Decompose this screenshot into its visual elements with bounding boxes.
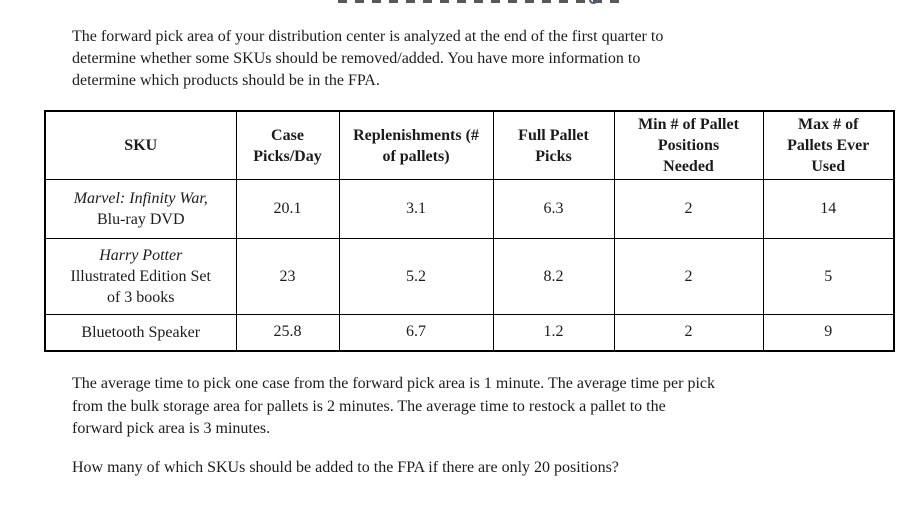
cell-full-pallet-picks: 8.2: [492, 238, 615, 315]
sku-name: Illustrated Edition Set: [70, 268, 211, 285]
cell-max-pallets-used: 9: [762, 314, 895, 351]
table-row: Bluetooth Speaker 25.8 6.7 1.2 2 9: [44, 314, 895, 351]
timing-line: from the bulk storage area for pallets i…: [72, 397, 666, 415]
clipped-heading-remnant: [338, 0, 622, 3]
cell-case-picks: 23: [235, 238, 340, 315]
cell-max-pallets-used: 5: [762, 238, 895, 315]
timing-line: forward pick area is 3 minutes.: [72, 420, 271, 437]
intro-paragraph: The forward pick area of your distributi…: [72, 26, 663, 92]
timing-paragraph: The average time to pick one case from t…: [72, 373, 715, 441]
intro-line: determine which products should be in th…: [72, 72, 380, 89]
column-header-full-pallet-picks: Full Pallet Picks: [492, 110, 615, 180]
column-header-replenishments: Replenishments (# of pallets): [338, 110, 494, 180]
cell-case-picks: 25.8: [235, 314, 340, 351]
clipped-heading-glyph: [589, 0, 598, 4]
column-header-min-pallet-positions: Min # of Pallet Positions Needed: [613, 110, 764, 180]
cell-sku: Bluetooth Speaker: [44, 314, 237, 351]
cell-full-pallet-picks: 6.3: [492, 179, 615, 239]
table-header-row: SKU Case Picks/Day Replenishments (# of …: [44, 110, 895, 180]
intro-line: The forward pick area of your distributi…: [72, 28, 664, 45]
sku-name: Bluetooth Speaker: [81, 323, 201, 341]
table-row: Harry Potter Illustrated Edition Set of …: [44, 238, 895, 315]
question-paragraph: How many of which SKUs should be added t…: [72, 457, 619, 479]
cell-min-pallet-positions: 2: [613, 314, 764, 351]
sku-name-italic: Marvel: Infinity War,: [73, 190, 208, 207]
question-text: How many of which SKUs should be added t…: [72, 459, 619, 476]
cell-case-picks: 20.1: [235, 179, 340, 239]
column-header-max-pallets-used: Max # of Pallets Ever Used: [762, 110, 895, 180]
cell-replenishments: 6.7: [338, 314, 494, 351]
sku-name-italic: Harry Potter: [99, 247, 183, 264]
cell-replenishments: 5.2: [338, 238, 494, 315]
cell-replenishments: 3.1: [338, 179, 494, 239]
cell-sku: Marvel: Infinity War, Blu-ray DVD: [44, 179, 237, 239]
table-row: Marvel: Infinity War, Blu-ray DVD 20.1 3…: [44, 179, 895, 239]
column-header-sku: SKU: [44, 110, 237, 180]
column-header-case-picks: Case Picks/Day: [235, 110, 340, 180]
sku-analysis-table: SKU Case Picks/Day Replenishments (# of …: [44, 110, 895, 352]
cell-min-pallet-positions: 2: [613, 238, 764, 315]
cell-sku: Harry Potter Illustrated Edition Set of …: [44, 238, 237, 315]
timing-line: The average time to pick one case from t…: [72, 375, 715, 392]
cell-max-pallets-used: 14: [762, 179, 895, 239]
cell-min-pallet-positions: 2: [613, 179, 764, 239]
sku-name: of 3 books: [106, 289, 175, 306]
intro-line: determine whether some SKUs should be re…: [72, 50, 641, 67]
sku-name: Blu-ray DVD: [96, 211, 185, 228]
cell-full-pallet-picks: 1.2: [492, 314, 615, 351]
